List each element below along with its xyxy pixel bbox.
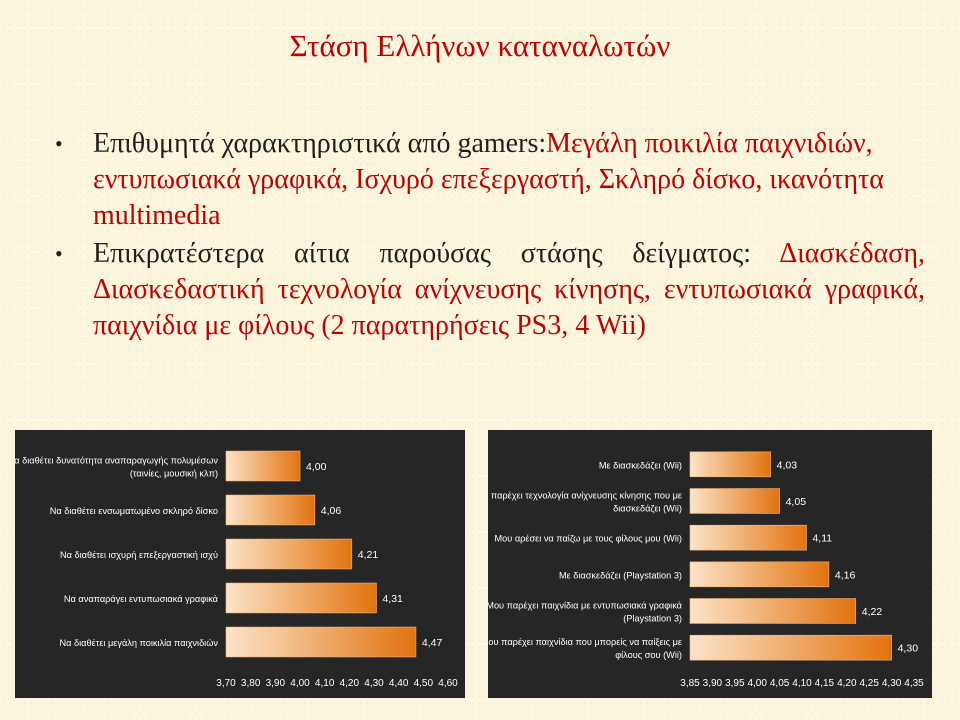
data-label: 4,22 — [862, 606, 883, 618]
data-label: 4,03 — [777, 459, 798, 471]
bullet-text: Μεγάλη ποικιλία παιχνιδιών, εντυπωσιακά … — [93, 128, 884, 231]
chart-desired-features: 4,00 Να διαθέτει δυνατότητα αναπαραγωγής … — [15, 430, 465, 698]
bullet-text: Διασκέδαση, Διασκεδαστική τεχνολογία ανί… — [93, 238, 925, 341]
slide-title: Στάση Ελλήνων καταναλωτών — [289, 28, 671, 63]
tick-label: 4,30 — [882, 678, 902, 689]
bar — [689, 524, 807, 551]
bullet-dot-icon: • — [55, 131, 63, 156]
bullet-list: • Επιθυμητά χαρακτηριστικά από gamers:Με… — [55, 126, 925, 346]
tick-label: 3,95 — [725, 678, 745, 689]
bar — [225, 450, 301, 482]
category-label: (Playstation 3) — [623, 614, 682, 624]
bullet-lead: Επιθυμητά χαρακτηριστικά από gamers: — [93, 128, 547, 159]
data-label: 4,00 — [306, 461, 327, 473]
bar — [689, 451, 771, 478]
tick-label: 4,50 — [414, 678, 434, 689]
bar — [689, 598, 857, 624]
chart-reasons: 4,03 Με διασκεδάζει (Wii) 4,05 Μου παρέχει … — [488, 430, 932, 698]
data-label: 4,47 — [422, 637, 443, 649]
category-label: Με διασκεδάζει (Playstation 3) — [559, 570, 682, 580]
data-label: 4,30 — [898, 643, 919, 655]
tick-label: 4,10 — [315, 678, 335, 689]
category-label: Να αναπαράγει εντυπωσιακά γραφικά — [64, 594, 219, 604]
tick-label: 3,90 — [266, 678, 286, 689]
category-label: Να διαθέτει ισχυρή επεξεργαστική ισχύ — [60, 550, 218, 560]
category-label: Να διαθέτει ενσωματωμένο σκληρό δίσκο — [50, 506, 218, 516]
tick-label: 3,85 — [680, 678, 700, 689]
data-label: 4,31 — [382, 593, 403, 605]
tick-label: 4,20 — [837, 678, 857, 689]
category-label: Να διαθέτει δυνατότητα αναπαραγωγής πολυ… — [15, 456, 218, 466]
data-label: 4,11 — [812, 533, 832, 545]
tick-label: 4,10 — [792, 678, 812, 689]
category-label: Με διασκεδάζει (Wii) — [599, 460, 682, 470]
data-label: 4,06 — [321, 505, 342, 517]
bar — [225, 494, 316, 526]
category-label: (ταινίες, μουσική κλπ) — [130, 469, 218, 479]
bar — [225, 582, 377, 614]
bar — [689, 561, 830, 588]
category-label: Μου παρέχει παιχνίδια με εντυπωσιακά γρα… — [488, 601, 683, 611]
chart-svg: 4,00 Να διαθέτει δυνατότητα αναπαραγωγής … — [15, 450, 458, 689]
tick-label: 4,15 — [815, 678, 835, 689]
tick-label: 3,90 — [703, 678, 723, 689]
category-label: Μου αρέσει να παίζω με τους φίλους μου (… — [495, 534, 683, 544]
data-label: 4,05 — [786, 496, 807, 508]
tick-label: 4,20 — [340, 678, 360, 689]
category-label: Μου παρέχει παιχνίδια που μπορείς να παί… — [488, 637, 682, 647]
tick-label: 4,40 — [389, 678, 409, 689]
category-label: Μου παρέχει τεχνολογία ανίχνευσης κίνηση… — [488, 491, 682, 501]
tick-label: 4,05 — [770, 678, 790, 689]
bar — [225, 538, 353, 570]
data-label: 4,21 — [358, 549, 379, 561]
chart-svg: 4,03 Με διασκεδάζει (Wii) 4,05 Μου παρέχει … — [488, 451, 924, 689]
tick-label: 4,25 — [859, 678, 879, 689]
category-label: φίλους σου (Wii) — [615, 650, 682, 660]
tick-label: 4,30 — [364, 678, 384, 689]
category-label: Να διαθέτει μεγάλη ποικιλία παιχνιδιών — [60, 638, 219, 648]
category-label: διασκεδάζει (Wii) — [613, 504, 682, 514]
bullet-main-reasons: • Επικρατέστερα αίτια παρούσας στάσης δε… — [55, 236, 925, 344]
tick-label: 3,70 — [216, 678, 236, 689]
bullet-dot-icon: • — [55, 241, 63, 266]
bar — [689, 488, 780, 514]
bullet-lead: Επικρατέστερα αίτια παρούσας στάσης δείγ… — [93, 238, 751, 269]
data-label: 4,16 — [835, 569, 856, 581]
tick-label: 4,00 — [290, 678, 310, 689]
tick-label: 4,00 — [747, 678, 767, 689]
tick-label: 4,35 — [904, 678, 924, 689]
bullet-desired-features: • Επιθυμητά χαρακτηριστικά από gamers:Με… — [55, 126, 925, 234]
bar — [689, 634, 892, 661]
bar — [225, 626, 417, 658]
tick-label: 4,60 — [438, 678, 458, 689]
tick-label: 3,80 — [241, 678, 261, 689]
